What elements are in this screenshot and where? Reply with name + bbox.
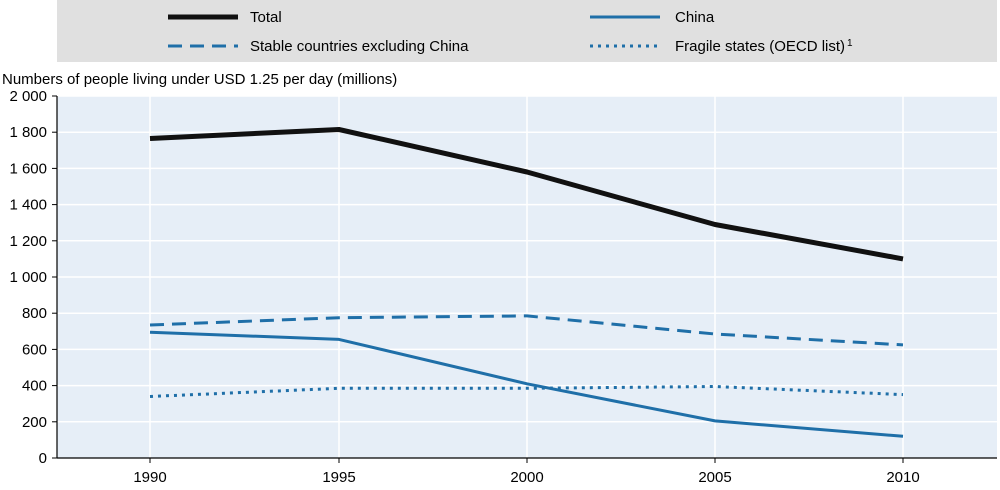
x-tick-label: 1990: [133, 469, 166, 486]
y-tick-label: 0: [39, 450, 47, 467]
series-line-stable-countries-excluding-china: [149, 314, 904, 347]
legend-label-china: China: [675, 9, 715, 26]
y-tick-label: 400: [22, 378, 47, 395]
y-axis-label: Numbers of people living under USD 1.25 …: [2, 71, 397, 88]
y-tick-label: 1 400: [9, 197, 47, 214]
axes: 0 200 400 600 800 1 000 1 200 1 400 1 600 1 800 2 …: [9, 88, 997, 486]
legend-background: [57, 0, 997, 62]
y-tick-label: 1 000: [9, 269, 47, 286]
y-tick-label: 1 800: [9, 124, 47, 141]
y-tick-label: 1 200: [9, 233, 47, 250]
y-tick-label: 1 600: [9, 160, 47, 177]
legend-label-stable-countries-excluding-china: Stable countries excluding China: [250, 38, 469, 55]
y-tick-label: 200: [22, 414, 47, 431]
y-tick-label: 600: [22, 341, 47, 358]
legend-label-fragile-states-oecd-list: Fragile states (OECD list) 1: [675, 38, 853, 56]
grid: [57, 95, 997, 458]
series-line-china: [149, 330, 904, 438]
legend-footnote-marker: 1: [847, 38, 853, 49]
series-line-total: [149, 127, 904, 262]
y-tick-label: 2 000: [9, 88, 47, 105]
series-line-fragile-states-oecd-list: [149, 385, 904, 398]
legend: Total China Stable countries excluding Chi…: [168, 9, 853, 55]
x-tick-label: 2010: [886, 469, 919, 486]
x-tick-label: 2000: [510, 469, 543, 486]
y-tick-label: 800: [22, 305, 47, 322]
series-group: [149, 127, 904, 438]
legend-label-total: Total: [250, 9, 282, 26]
x-tick-label: 2005: [698, 469, 731, 486]
x-tick-label: 1995: [322, 469, 355, 486]
